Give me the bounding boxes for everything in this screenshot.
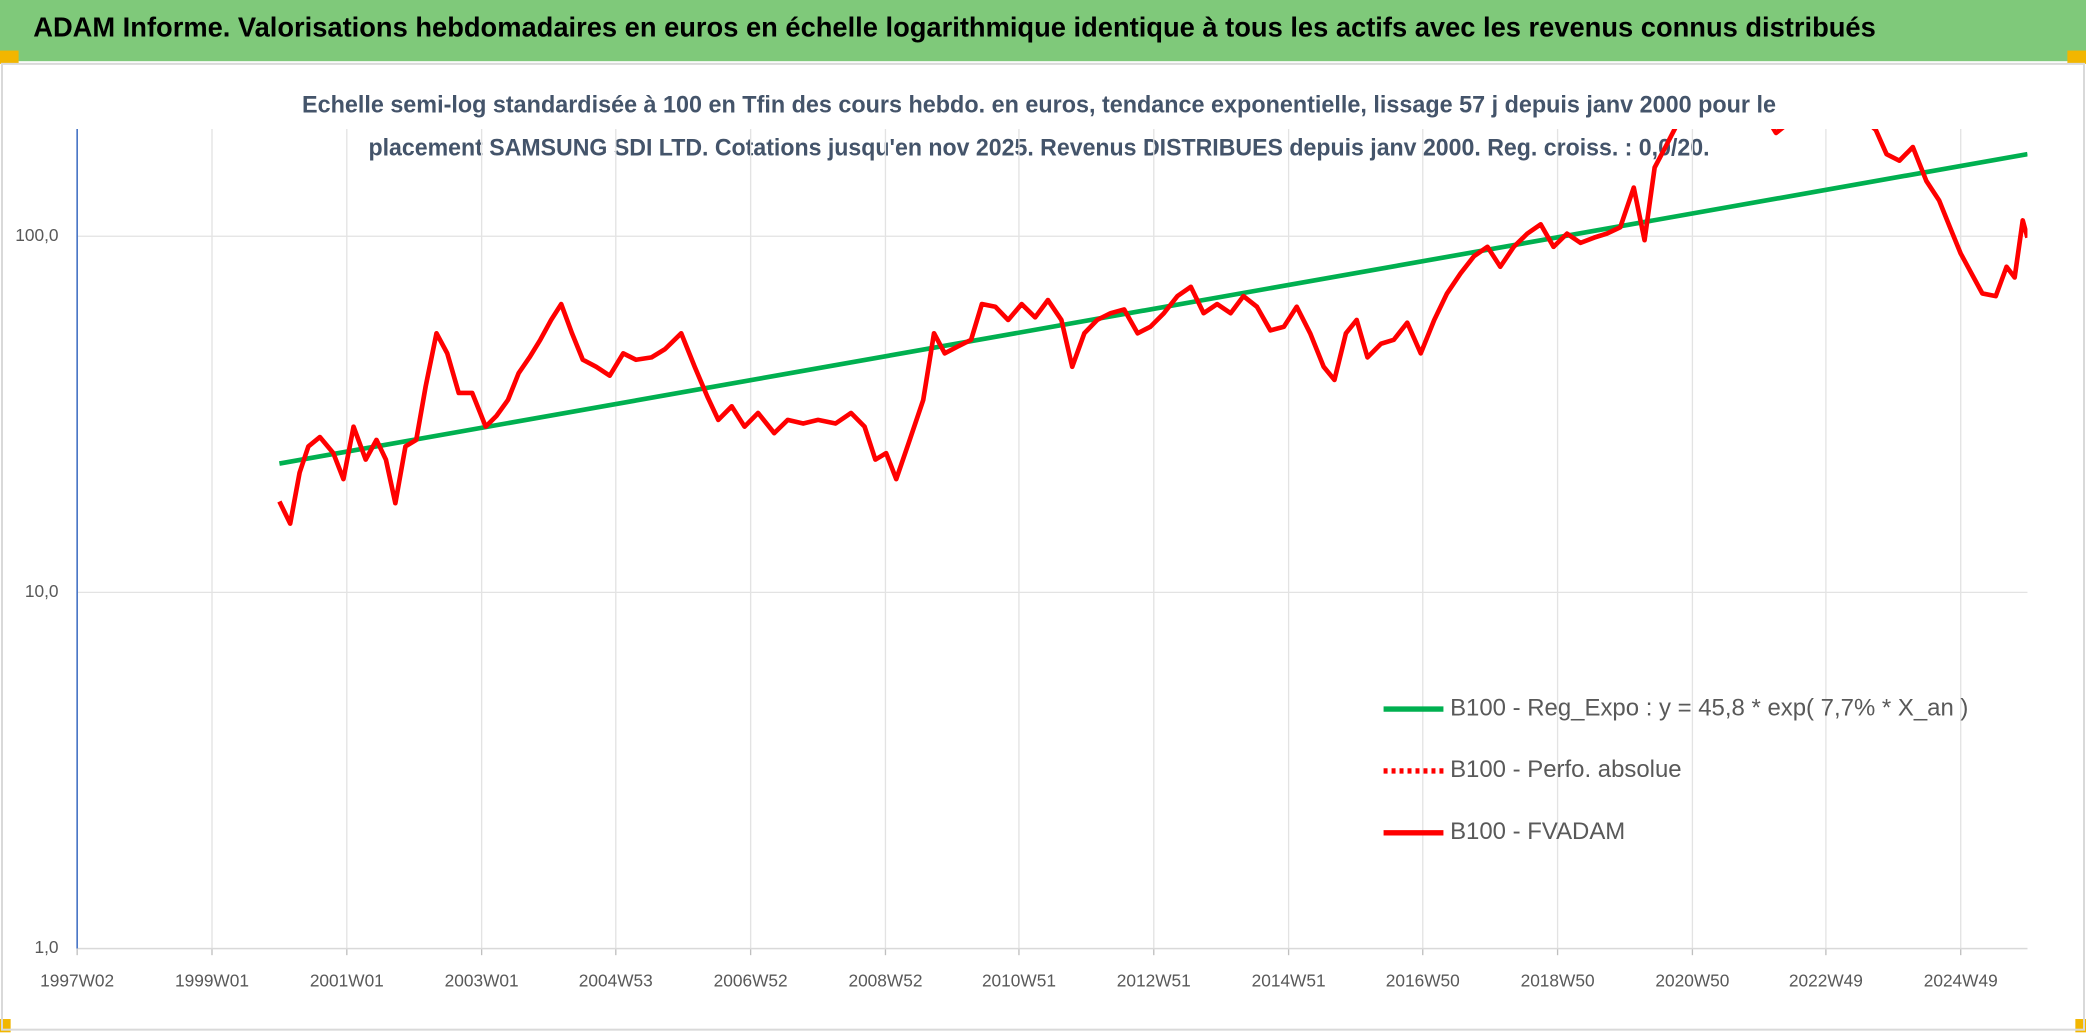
legend-label: B100 - Reg_Expo : y = 45,8 * exp( 7,7% *… <box>1450 694 1968 721</box>
x-tick-label: 2024W49 <box>1924 970 1998 990</box>
corner-mark <box>2075 1019 2086 1033</box>
x-tick-label: 2010W51 <box>982 970 1056 990</box>
corner-mark <box>2067 50 2086 64</box>
header-bar <box>0 0 2086 62</box>
y-tick-label: 10,0 <box>25 581 59 601</box>
y-tick-label: 100,0 <box>15 225 58 245</box>
x-tick-label: 2022W49 <box>1789 970 1863 990</box>
x-tick-label: 2003W01 <box>445 970 519 990</box>
x-tick-label: 2012W51 <box>1117 970 1191 990</box>
x-tick-label: 1997W02 <box>40 970 114 990</box>
corner-mark <box>0 1019 11 1033</box>
chart-title: ADAM Informe. Valorisations hebdomadaire… <box>33 12 1876 43</box>
x-tick-label: 2001W01 <box>310 970 384 990</box>
x-tick-label: 2020W50 <box>1655 970 1729 990</box>
y-tick-label: 1,0 <box>35 937 59 957</box>
x-tick-label: 2016W50 <box>1386 970 1460 990</box>
x-tick-label: 2004W53 <box>579 970 653 990</box>
legend-label: B100 - Perfo. absolue <box>1450 756 1682 783</box>
x-tick-label: 1999W01 <box>175 970 249 990</box>
chart-frame <box>0 62 2086 1031</box>
legend-label: B100 - FVADAM <box>1450 818 1625 845</box>
x-tick-label: 2008W52 <box>848 970 922 990</box>
chart-subtitle: Echelle semi-log standardisée à 100 en T… <box>302 92 1776 119</box>
x-tick-label: 2014W51 <box>1252 970 1326 990</box>
x-tick-label: 2018W50 <box>1521 970 1595 990</box>
chart-subtitle: placement SAMSUNG SDI LTD. Cotations jus… <box>369 134 1710 161</box>
corner-mark <box>0 50 19 64</box>
x-tick-label: 2006W52 <box>714 970 788 990</box>
data-line <box>278 151 2028 466</box>
data-line <box>277 129 2028 526</box>
